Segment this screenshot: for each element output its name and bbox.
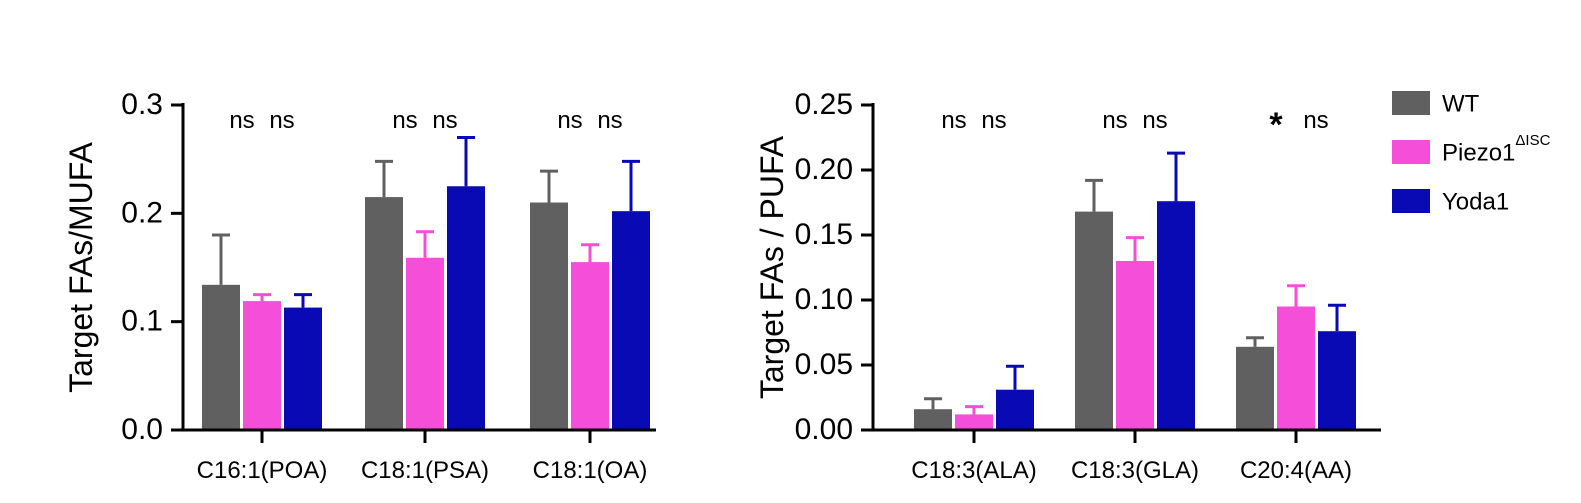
y-tick-label: 0.2 <box>121 196 163 229</box>
legend-label-wt: WT <box>1442 90 1480 117</box>
y-tick-label: 0.25 <box>795 88 853 121</box>
error-bar-wt-c20-4-aa <box>1246 336 1264 347</box>
bar-piezo1-c18-1-psa <box>406 257 444 430</box>
y-tick-label: 0.20 <box>795 153 853 186</box>
bar-wt-c18-1-psa <box>365 197 403 430</box>
x-tick-label-c18-1-psa: C18:1(PSA) <box>361 457 489 484</box>
y-axis-title: Target FAs/MUFA <box>63 141 99 392</box>
y-tick-label: 0.3 <box>121 88 163 121</box>
chart-mufa: 0.0 0.1 0.2 0.3 C16:1(POA) C18:1(PSA) C18:1(OA… <box>63 88 656 484</box>
error-bar-wt-c18-1-psa <box>375 159 393 198</box>
x-tick-label-c16-1-poa: C16:1(POA) <box>197 457 328 484</box>
legend-label-yoda1: Yoda1 <box>1442 188 1509 215</box>
error-bar-yoda1-c18-3-gla <box>1167 151 1185 202</box>
error-bar-wt-c18-3-ala <box>924 397 942 410</box>
x-tick-label-c18-3-ala: C18:3(ALA) <box>911 457 1036 484</box>
legend-item-yoda1: Yoda1 <box>1392 188 1509 215</box>
error-bar-piezo1-c16-1-poa <box>253 293 271 302</box>
error-bar-piezo1-c18-1-oa <box>581 243 599 263</box>
bar-piezo1-c18-1-oa <box>571 262 609 430</box>
chart-pufa: 0.00 0.05 0.10 0.15 0.20 0.25 C18:3(ALA) C18:3(… <box>754 88 1381 484</box>
bar-yoda1-c18-3-ala <box>996 389 1034 430</box>
error-bar-yoda1-c16-1-poa <box>294 293 312 308</box>
significance-label: ns <box>597 107 622 134</box>
y-tick-label: 0.1 <box>121 305 163 338</box>
bar-wt-c18-3-ala <box>914 409 952 430</box>
legend-label-piezo1: Piezo1ΔISC <box>1442 132 1551 166</box>
significance-label: ns <box>1102 107 1127 134</box>
x-tick-label-c20-4-aa: C20:4(AA) <box>1240 457 1352 484</box>
bar-wt-c16-1-poa <box>202 284 240 430</box>
significance-label: ns <box>392 107 417 134</box>
x-tick-label-c18-3-gla: C18:3(GLA) <box>1071 457 1199 484</box>
significance-label: ns <box>229 107 254 134</box>
error-bar-piezo1-c18-3-gla <box>1126 236 1144 261</box>
significance-label: ns <box>981 107 1006 134</box>
y-tick-label: 0.10 <box>795 283 853 316</box>
y-tick-label: 0.15 <box>795 218 853 251</box>
y-axis-title: Target FAs / PUFA <box>754 135 790 399</box>
legend-swatch-wt <box>1392 91 1430 115</box>
legend-swatch-piezo1 <box>1392 140 1430 164</box>
significance-label: * <box>1269 106 1283 144</box>
error-bar-yoda1-c20-4-aa <box>1328 303 1346 332</box>
significance-label: ns <box>1303 107 1328 134</box>
bar-wt-c18-1-oa <box>530 202 568 430</box>
bar-wt-c18-3-gla <box>1075 211 1113 430</box>
error-bar-wt-c18-3-gla <box>1085 178 1103 212</box>
error-bar-wt-c18-1-oa <box>540 169 558 203</box>
y-tick-label: 0.05 <box>795 348 853 381</box>
error-bar-piezo1-c20-4-aa <box>1287 284 1305 307</box>
error-bar-piezo1-c18-1-psa <box>416 230 434 258</box>
bar-wt-c20-4-aa <box>1236 346 1274 430</box>
error-bar-wt-c16-1-poa <box>212 233 230 285</box>
bar-yoda1-c16-1-poa <box>284 307 322 430</box>
bar-yoda1-c18-1-oa <box>612 211 650 430</box>
legend-item-wt: WT <box>1392 90 1480 117</box>
bar-piezo1-c16-1-poa <box>243 301 281 430</box>
error-bar-piezo1-c18-3-ala <box>965 405 983 415</box>
error-bar-yoda1-c18-1-psa <box>457 136 475 187</box>
significance-label: ns <box>941 107 966 134</box>
x-tick-label-c18-1-oa: C18:1(OA) <box>533 457 648 484</box>
legend: WT Piezo1ΔISC Yoda1 <box>1392 90 1551 215</box>
y-tick-label: 0.0 <box>121 413 163 446</box>
significance-label: ns <box>269 107 294 134</box>
bar-piezo1-c18-3-gla <box>1116 261 1154 430</box>
legend-item-piezo1: Piezo1ΔISC <box>1392 132 1551 166</box>
legend-swatch-yoda1 <box>1392 189 1430 213</box>
bar-yoda1-c20-4-aa <box>1318 331 1356 430</box>
significance-label: ns <box>557 107 582 134</box>
error-bar-yoda1-c18-3-ala <box>1006 364 1024 390</box>
significance-label: ns <box>432 107 457 134</box>
bar-piezo1-c20-4-aa <box>1277 306 1315 430</box>
bar-yoda1-c18-3-gla <box>1157 201 1195 430</box>
bar-yoda1-c18-1-psa <box>447 186 485 430</box>
significance-label: ns <box>1142 107 1167 134</box>
bar-piezo1-c18-3-ala <box>955 414 993 430</box>
y-tick-label: 0.00 <box>795 413 853 446</box>
error-bar-yoda1-c18-1-oa <box>622 159 640 212</box>
